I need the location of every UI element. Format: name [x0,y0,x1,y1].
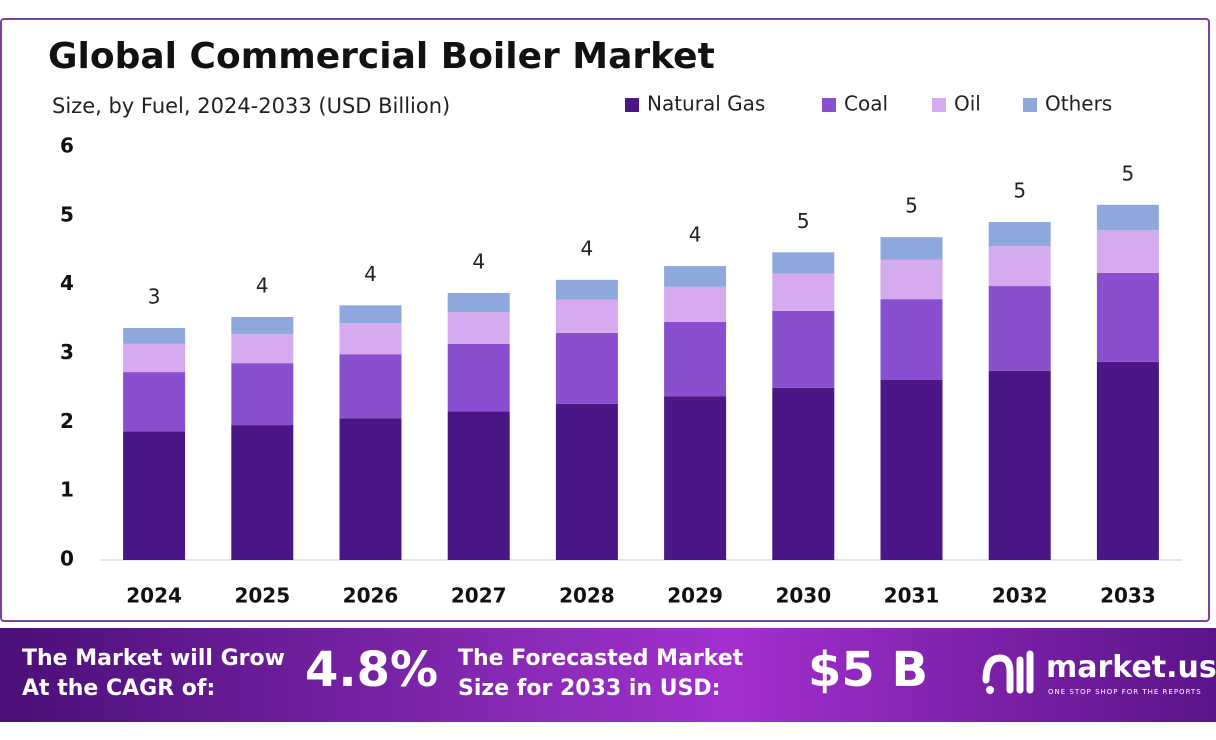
bar-segment [447,411,510,560]
brand-name: market.us [1046,650,1216,685]
chart-title: Global Commercial Boiler Market [48,36,715,77]
total-label: 5 [1122,161,1135,185]
bar-segment [1096,272,1159,362]
bar-segment [988,370,1051,560]
total-label: 4 [689,223,702,247]
bar-segment [772,273,835,311]
bar-segment [880,299,943,380]
bar-segment [231,363,294,426]
y-tick-label: 1 [60,478,74,502]
bar-segment [231,425,294,560]
bar-segment [664,396,727,560]
bar-segment [988,286,1051,371]
x-tick-label: 2028 [559,584,615,608]
bar-segment [123,328,186,344]
chart-subtitle: Size, by Fuel, 2024-2033 (USD Billion) [52,94,450,118]
legend-swatch [625,98,639,112]
bar-segment [555,279,618,300]
bar-segment [1096,230,1159,273]
bar-segment [664,321,727,397]
brand-logo [982,650,1034,694]
x-tick-label: 2024 [126,584,182,608]
y-tick-label: 0 [60,547,74,571]
bar-segment [772,310,835,388]
total-label: 3 [148,285,161,309]
bar-segment [447,292,510,313]
bar-segment [880,259,943,300]
bar-segment [1096,204,1159,231]
forecast-label: The Forecasted Market [458,646,744,671]
total-label: 4 [256,274,269,298]
bar-segment [772,252,835,274]
bar-segment [339,323,402,355]
banner: The Market will Grow At the CAGR of: 4.8… [0,628,1216,722]
x-tick-label: 2029 [667,584,723,608]
y-tick-label: 2 [60,409,74,433]
total-label: 4 [581,236,594,260]
bar-segment [555,332,618,404]
chart-frame [0,18,1210,622]
legend-label: Natural Gas [647,92,765,116]
y-tick-label: 4 [60,271,74,295]
y-tick-label: 3 [60,340,74,364]
legend-swatch [932,98,946,112]
bar-segment [123,343,186,373]
bar-segment [231,317,294,335]
legend-label: Oil [954,92,981,116]
bar-segment [880,379,943,560]
cagr-value: 4.8% [305,642,439,698]
x-tick-label: 2033 [1100,584,1156,608]
total-label: 4 [364,262,377,286]
total-label: 4 [472,249,485,273]
total-label: 5 [1013,179,1026,203]
forecast-label: Size for 2033 in USD: [458,676,721,701]
cagr-label: At the CAGR of: [22,676,216,701]
brand-tagline: ONE STOP SHOP FOR THE REPORTS [1048,688,1202,696]
bar-segment [988,222,1051,247]
bar-segment [1096,361,1159,560]
bar-segment [447,312,510,344]
bar-segment [772,387,835,560]
y-tick-label: 5 [60,202,74,226]
x-tick-label: 2026 [343,584,399,608]
bar-segment [123,431,186,560]
legend-label: Coal [844,92,888,116]
bar-segment [555,403,618,560]
forecast-value: $5 B [808,642,929,698]
legend-swatch [1023,98,1037,112]
bar-segment [664,286,727,322]
x-tick-label: 2030 [775,584,831,608]
bar-segment [339,418,402,560]
x-tick-label: 2025 [234,584,290,608]
bar-segment [988,246,1051,287]
x-tick-label: 2031 [884,584,940,608]
x-tick-label: 2027 [451,584,507,608]
bar-segment [664,266,727,287]
bar-segment [339,354,402,419]
total-label: 5 [905,194,918,218]
bar-segment [339,305,402,324]
chart: Global Commercial Boiler Market Size, by… [48,36,1182,608]
bar-segment [123,372,186,432]
total-label: 5 [797,209,810,233]
bar-segment [880,237,943,260]
bar-segment [555,299,618,333]
y-tick-label: 6 [60,134,74,158]
bar-segment [231,334,294,364]
legend-label: Others [1045,92,1112,116]
cagr-label: The Market will Grow [22,646,285,671]
legend-swatch [822,98,836,112]
x-tick-label: 2032 [992,584,1048,608]
bar-segment [447,343,510,412]
